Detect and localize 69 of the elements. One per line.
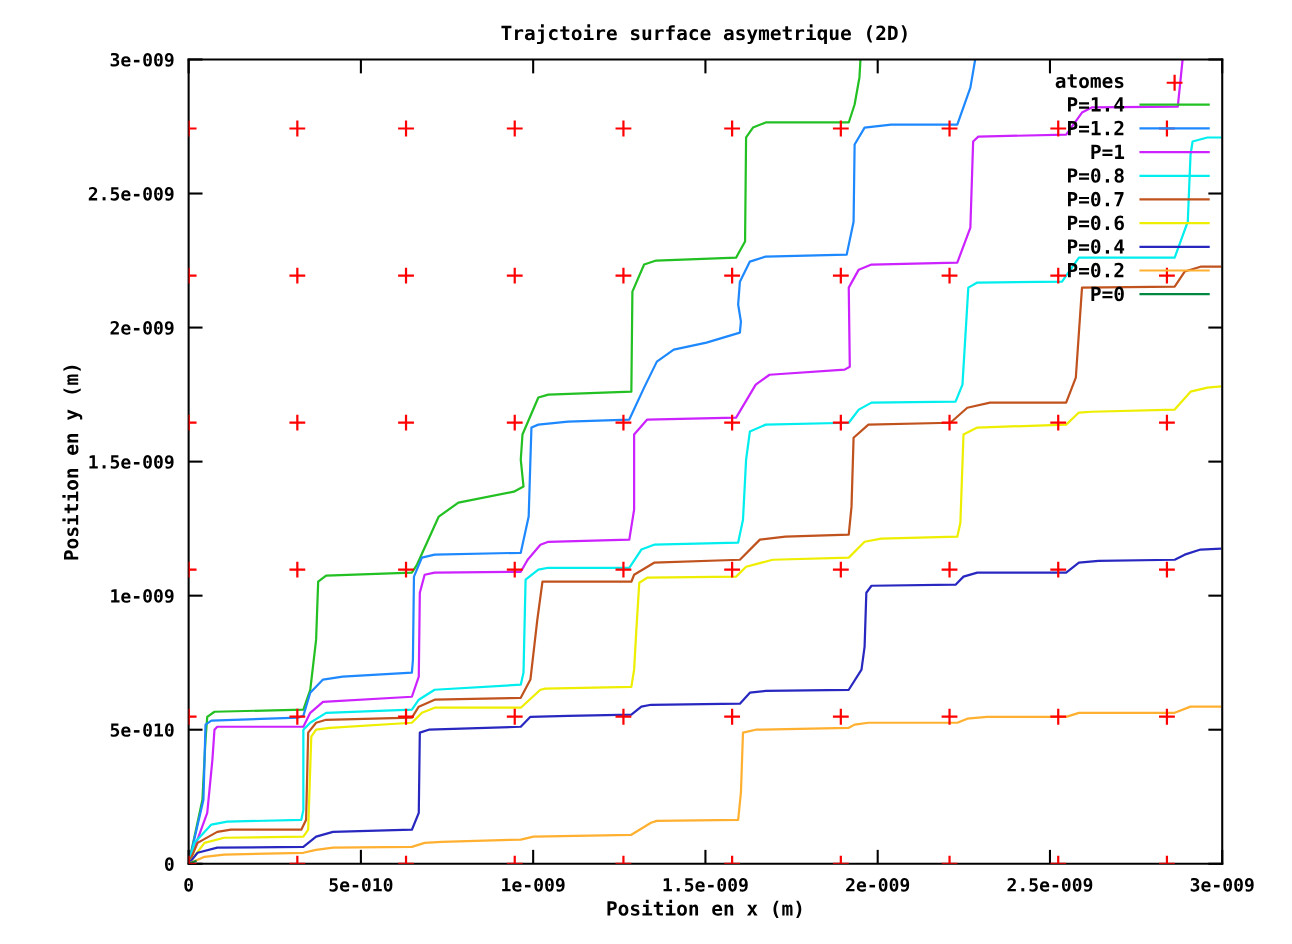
y-tick-label: 2.5e-009 — [88, 186, 174, 201]
point — [397, 266, 416, 285]
point — [614, 119, 633, 138]
point — [1157, 560, 1176, 579]
x-axis-title: Position en x (m) — [607, 899, 802, 919]
point — [723, 560, 742, 579]
point — [397, 560, 416, 579]
point — [1049, 560, 1068, 579]
y-tick-label: 3e-009 — [110, 52, 174, 67]
point — [505, 266, 524, 285]
point — [940, 266, 959, 285]
point — [831, 119, 850, 138]
x-tick-label: 0 — [184, 877, 193, 892]
point — [831, 707, 850, 726]
point — [940, 560, 959, 579]
point — [614, 707, 633, 726]
point — [940, 119, 959, 138]
legend-label: P=0.8 — [1068, 168, 1124, 183]
point — [1157, 266, 1176, 285]
x-tick-label: 1.5e-009 — [663, 877, 748, 892]
point — [397, 707, 416, 726]
point — [831, 560, 850, 579]
y-axis-title: Position en y (m) — [62, 365, 83, 560]
legend-label: P=0.7 — [1068, 191, 1124, 207]
point — [1049, 413, 1068, 432]
point — [505, 119, 524, 138]
point — [940, 707, 959, 726]
legend-label: atomes — [1055, 74, 1124, 89]
y-tick-label: 0 — [164, 857, 174, 871]
legend-label: P=0.6 — [1068, 215, 1124, 231]
point — [1157, 707, 1176, 726]
point — [1049, 266, 1068, 285]
chart-title: Trajctoire surface asymetrique (2D) — [501, 24, 907, 45]
point — [288, 560, 307, 579]
legend-label: P=0 — [1091, 286, 1124, 302]
x-tick-label: 5e-010 — [329, 877, 393, 892]
y-tick-label: 1e-009 — [111, 589, 174, 603]
point — [1157, 413, 1176, 432]
y-tick-label: 1.5e-009 — [89, 455, 174, 469]
y-tick-label: 2e-009 — [110, 321, 174, 335]
point — [831, 266, 850, 285]
legend-label: P=1 — [1091, 144, 1125, 159]
point — [505, 707, 524, 726]
point — [614, 266, 633, 285]
legend-label: P=0.2 — [1068, 262, 1124, 278]
point — [723, 413, 742, 432]
point — [614, 413, 633, 432]
legend-label: P=0.4 — [1068, 239, 1125, 254]
point — [397, 413, 416, 432]
point — [831, 413, 850, 432]
point — [288, 707, 307, 726]
point — [723, 266, 742, 285]
x-tick-label: 3e-009 — [1190, 877, 1254, 892]
point — [723, 119, 742, 138]
point — [288, 119, 307, 138]
point — [940, 413, 959, 432]
point — [1049, 707, 1068, 726]
point — [505, 413, 524, 432]
point — [288, 413, 307, 432]
x-tick-label: 2.5e-009 — [1007, 877, 1093, 892]
x-tick-label: 1e-009 — [502, 877, 565, 892]
point — [397, 119, 416, 138]
point — [614, 560, 633, 579]
point — [723, 707, 742, 726]
y-tick-label: 5e-010 — [110, 723, 174, 737]
point — [505, 560, 524, 579]
point — [1049, 119, 1068, 138]
x-tick-label: 2e-009 — [846, 877, 910, 892]
point — [288, 266, 307, 285]
